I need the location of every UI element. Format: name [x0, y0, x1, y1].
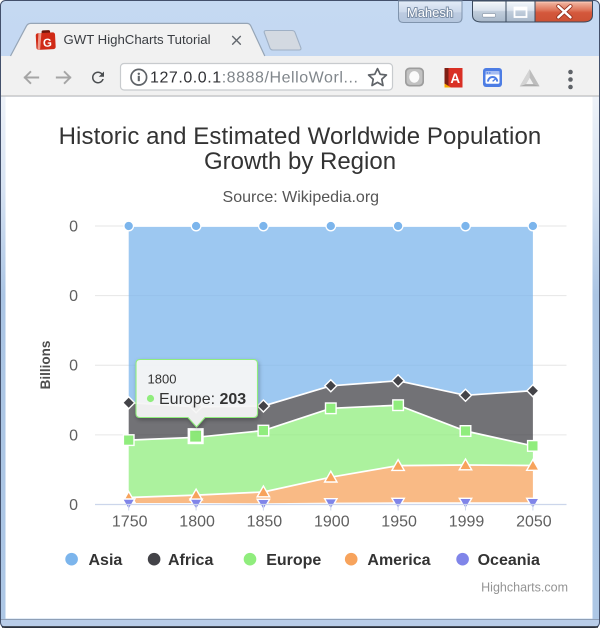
- svg-text:1800: 1800: [179, 514, 215, 531]
- svg-text:A: A: [450, 71, 460, 86]
- svg-text:Oceania: Oceania: [478, 552, 540, 569]
- svg-text:0: 0: [69, 288, 78, 305]
- svg-text:Billions: Billions: [38, 341, 53, 390]
- svg-text:Africa: Africa: [168, 552, 213, 569]
- svg-text:2050: 2050: [516, 514, 552, 531]
- svg-text:Europe: 203: Europe: 203: [159, 391, 246, 408]
- svg-text:127.0.0.1:8888/HelloWorl...: 127.0.0.1:8888/HelloWorl...: [150, 70, 358, 87]
- svg-text:1800: 1800: [148, 372, 177, 387]
- svg-text:G: G: [43, 37, 53, 49]
- svg-text:Source: Wikipedia.org: Source: Wikipedia.org: [223, 189, 380, 206]
- svg-text:Growth by Region: Growth by Region: [204, 148, 396, 175]
- svg-text:Highcharts.com: Highcharts.com: [481, 581, 568, 595]
- svg-text:1999: 1999: [449, 514, 485, 531]
- svg-text:Asia: Asia: [89, 552, 123, 569]
- svg-text:Historic and Estimated Worldwi: Historic and Estimated Worldwide Populat…: [59, 123, 542, 150]
- svg-text:1900: 1900: [314, 514, 350, 531]
- svg-text:0: 0: [69, 427, 78, 444]
- svg-text:0: 0: [69, 218, 78, 235]
- svg-text:0: 0: [69, 497, 78, 514]
- svg-text:Mahesh: Mahesh: [407, 5, 453, 20]
- svg-text:America: America: [367, 552, 430, 569]
- svg-text:Europe: Europe: [266, 552, 321, 569]
- svg-text:GWT HighCharts Tutorial: GWT HighCharts Tutorial: [64, 32, 211, 47]
- svg-text:1950: 1950: [381, 514, 417, 531]
- svg-text:1750: 1750: [112, 514, 148, 531]
- svg-text:1850: 1850: [247, 514, 283, 531]
- svg-text:0: 0: [69, 358, 78, 375]
